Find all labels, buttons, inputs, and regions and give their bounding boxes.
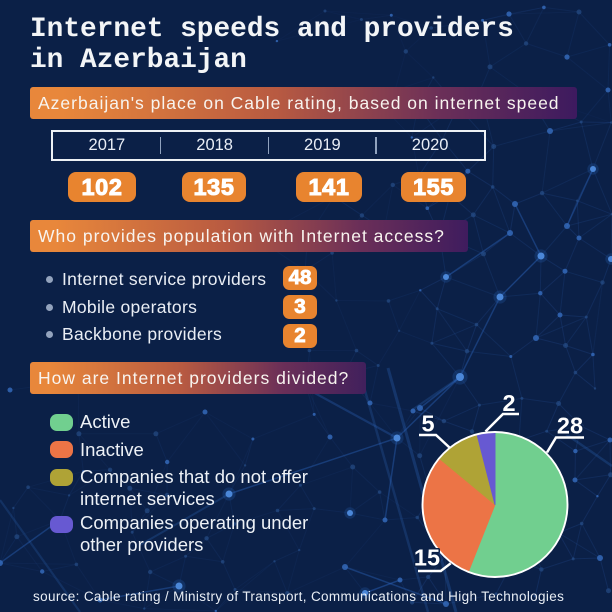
- svg-text:28: 28: [557, 413, 583, 439]
- svg-text:15: 15: [414, 545, 440, 571]
- svg-text:2: 2: [502, 390, 515, 416]
- svg-text:5: 5: [421, 411, 434, 437]
